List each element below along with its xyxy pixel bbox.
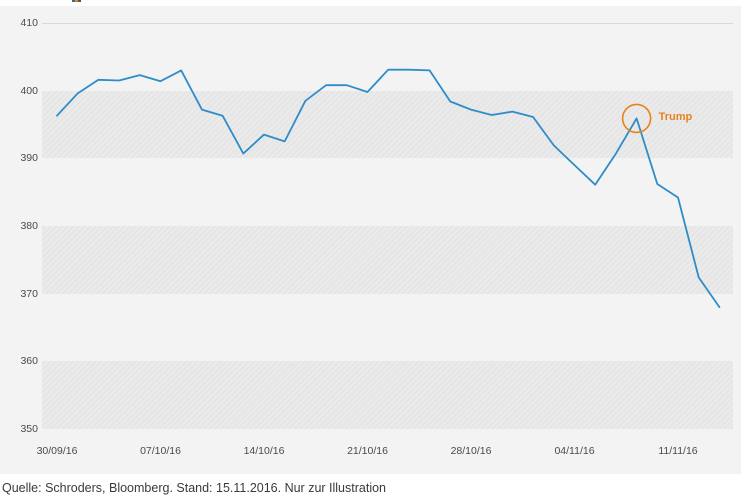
x-tick-label: 30/09/16 xyxy=(36,445,78,457)
y-tick-label: 360 xyxy=(20,355,38,368)
x-tick-label: 28/10/16 xyxy=(450,445,492,457)
y-tick-label: 390 xyxy=(20,152,38,165)
cropped-title-remnant xyxy=(72,0,81,2)
y-tick-label: 410 xyxy=(20,17,38,29)
x-tick-label: 21/10/16 xyxy=(347,445,388,457)
x-tick-label: 04/11/16 xyxy=(554,445,595,457)
value-band xyxy=(42,361,733,429)
y-tick-label: 400 xyxy=(20,84,38,97)
series-line xyxy=(56,68,721,309)
trump-annotation-circle xyxy=(621,103,652,134)
y-tick-label: 370 xyxy=(20,287,38,300)
value-band xyxy=(42,225,733,294)
gridline-410 xyxy=(42,23,733,24)
x-tick-label: 14/10/16 xyxy=(243,445,285,457)
x-tick-label: 07/10/16 xyxy=(140,445,181,457)
value-band xyxy=(42,90,733,159)
source-note: Quelle: Schroders, Bloomberg. Stand: 15.… xyxy=(2,481,387,495)
trump-annotation-label: Trump xyxy=(658,111,693,124)
y-tick-label: 380 xyxy=(20,219,38,232)
y-tick-label: 350 xyxy=(20,422,38,435)
x-tick-label: 11/11/16 xyxy=(658,445,698,457)
